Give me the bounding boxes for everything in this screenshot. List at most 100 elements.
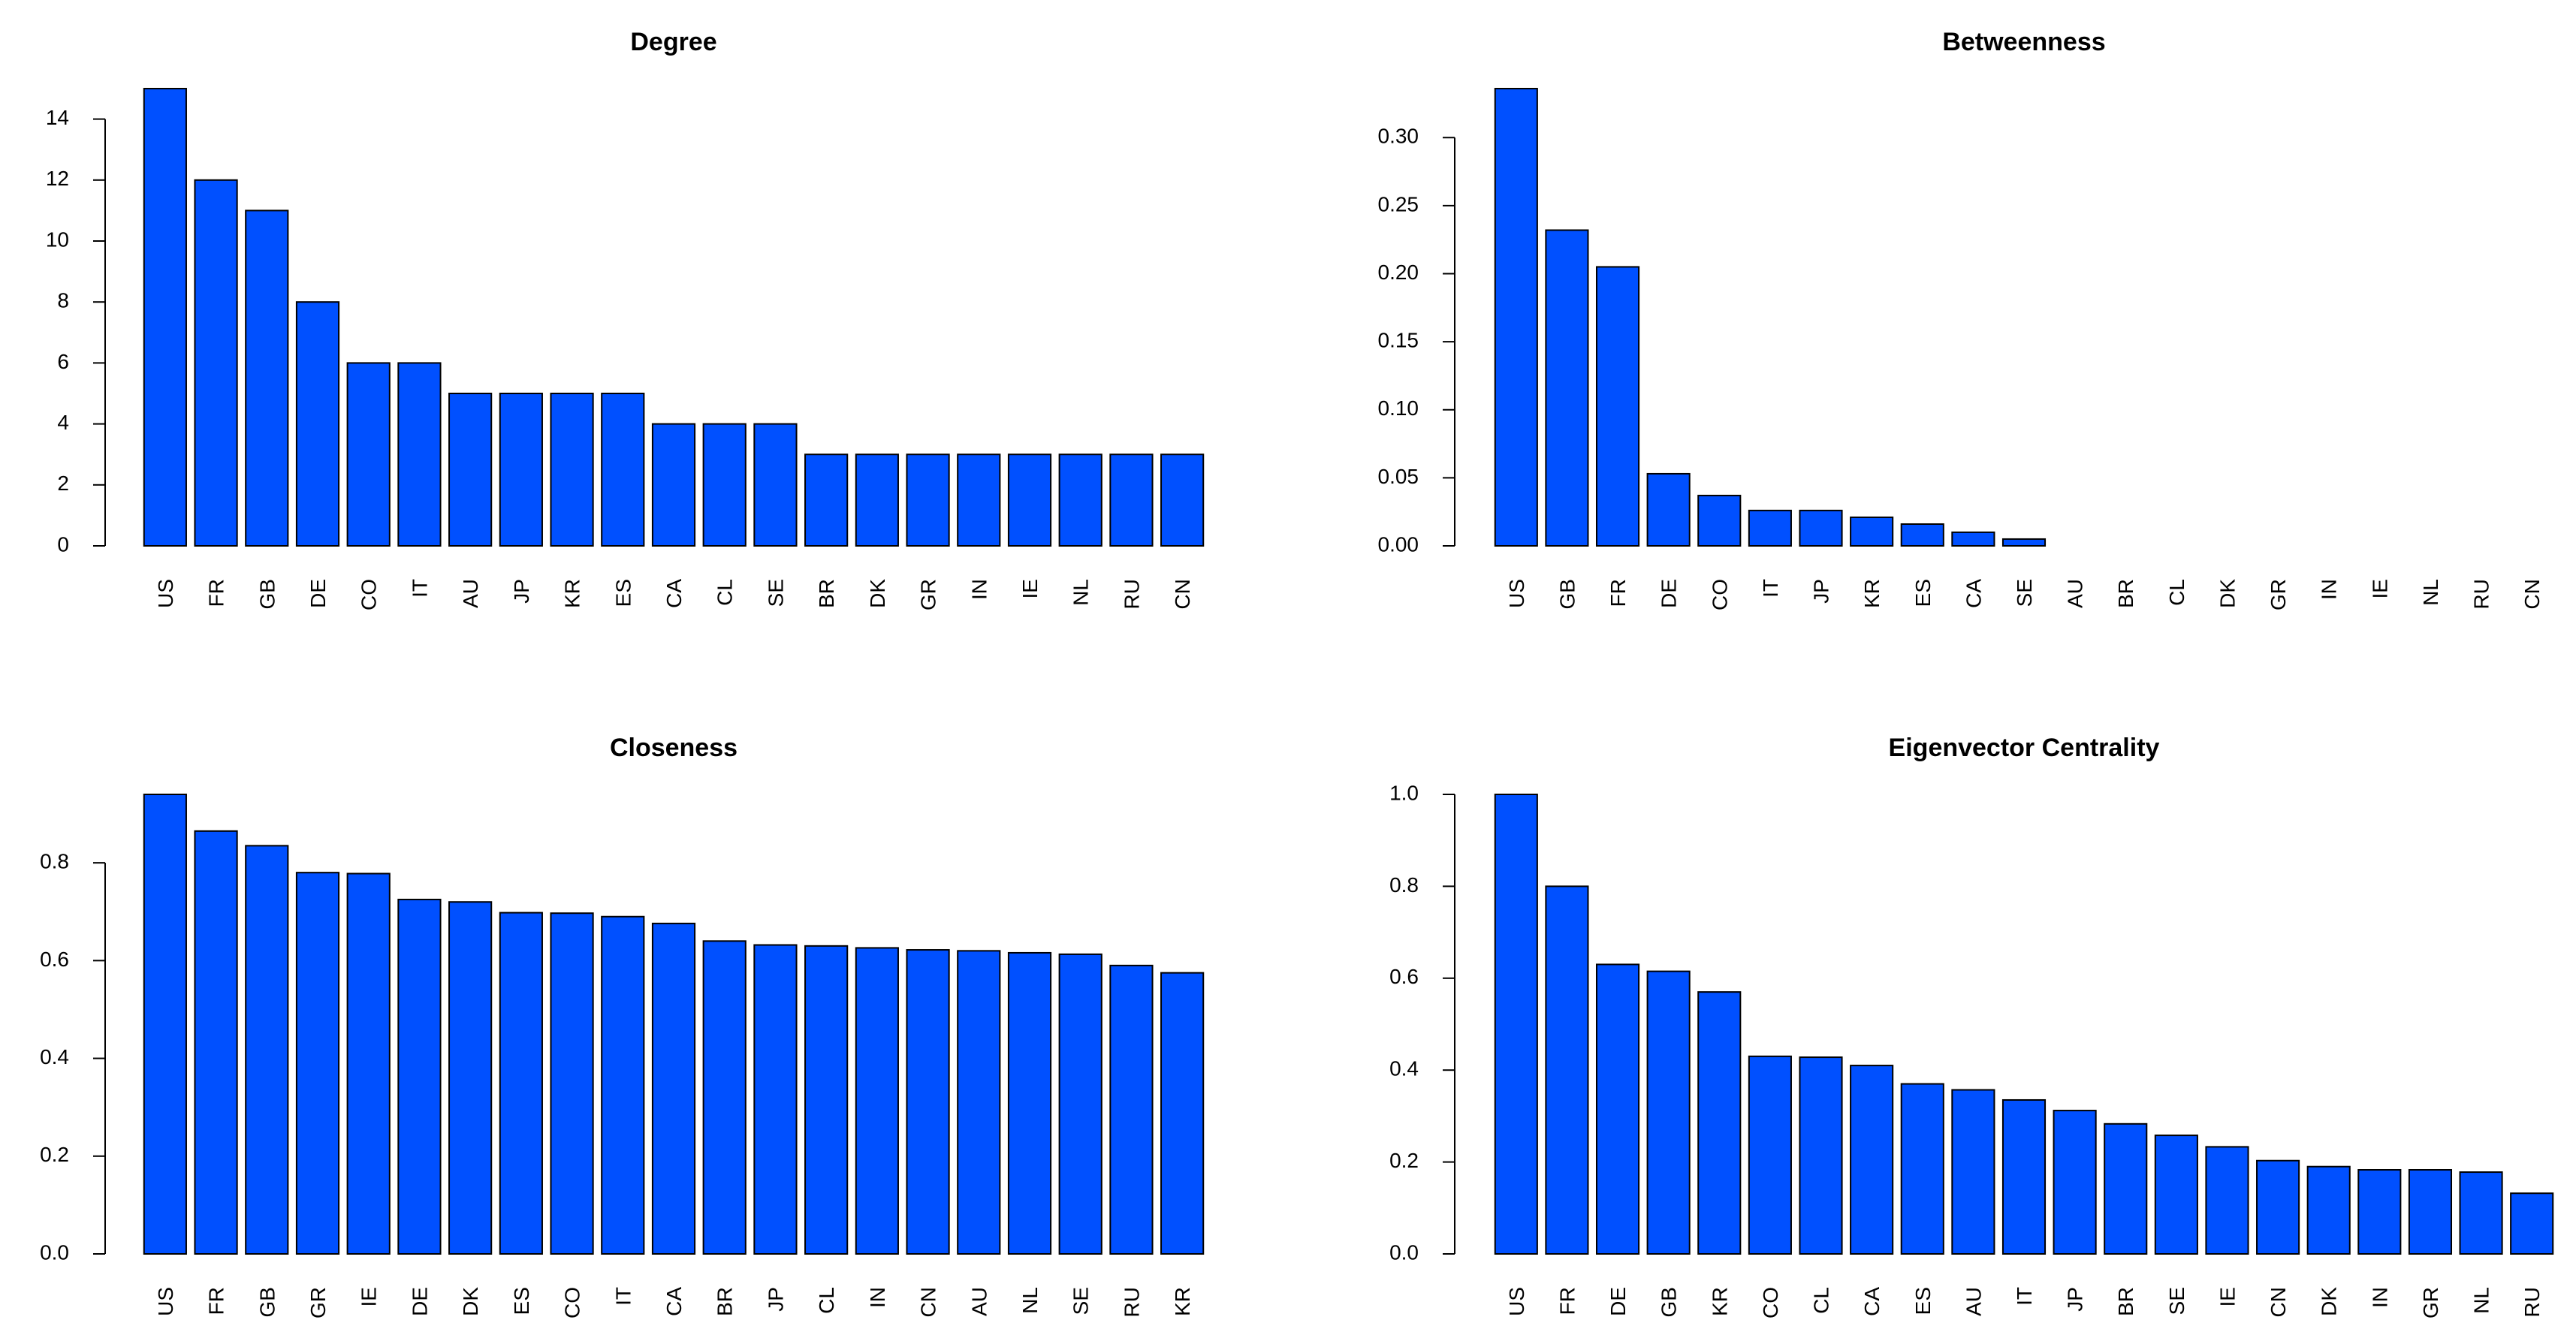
eigenvector-centrality-category-label: CA (1860, 1287, 1884, 1316)
betweenness-bar-it (1748, 509, 1792, 547)
eigenvector-centrality-category-label: IN (2368, 1287, 2391, 1308)
degree-category-label: FR (205, 579, 228, 607)
degree-category-label: GB (255, 579, 279, 609)
degree-bar-kr (550, 393, 594, 547)
eigenvector-centrality-y-tick-label: 0.0 (1389, 1240, 1419, 1264)
degree-bar-fr (194, 179, 238, 547)
eigenvector-centrality-bar-it (2001, 1098, 2047, 1255)
closeness-category-label: ES (510, 1287, 533, 1315)
betweenness-bar-es (1900, 523, 1944, 547)
closeness-title: Closeness (610, 734, 738, 762)
degree-bar-jp (499, 393, 543, 547)
eigenvector-centrality-category-label: KR (1708, 1287, 1731, 1316)
closeness-y-tick-label: 0.0 (40, 1240, 69, 1264)
closeness-category-label: KR (1171, 1287, 1194, 1316)
closeness-bar-us (143, 794, 187, 1255)
closeness-category-label: JP (764, 1287, 787, 1312)
betweenness-y-tick-label: 0.10 (1378, 396, 1419, 420)
eigenvector-centrality-title: Eigenvector Centrality (1889, 734, 2160, 762)
degree-bar-gb (245, 209, 289, 547)
closeness-category-label: DK (459, 1287, 482, 1316)
eigenvector-centrality-category-label: US (1505, 1287, 1528, 1316)
degree-category-label: CO (357, 579, 381, 610)
degree-y-tick-label: 2 (57, 472, 69, 495)
betweenness-category-label: SE (2013, 579, 2036, 607)
eigenvector-centrality-bar-br (2104, 1123, 2148, 1255)
eigenvector-centrality-y-tick-label: 0.2 (1389, 1149, 1419, 1172)
eigenvector-centrality-y-tick-label: 1.0 (1389, 781, 1419, 804)
closeness-category-label: CA (662, 1287, 686, 1316)
degree-category-label: ES (611, 579, 635, 607)
closeness-bar-gr (295, 872, 340, 1255)
betweenness-y-tick-label: 0.30 (1378, 125, 1419, 148)
betweenness-title: Betweenness (1942, 28, 2105, 56)
closeness-category-label: GB (255, 1287, 279, 1317)
betweenness-category-label: CL (2165, 579, 2188, 606)
closeness-category-label: GR (306, 1287, 330, 1318)
degree-category-label: IN (967, 579, 991, 600)
closeness-y-tick-label: 0.6 (40, 948, 69, 971)
degree-category-label: KR (561, 579, 584, 608)
degree-category-label: IT (408, 579, 431, 598)
degree-category-label: DK (866, 579, 889, 608)
closeness-category-label: FR (205, 1287, 228, 1315)
degree-y-tick-label: 14 (46, 106, 69, 129)
betweenness-category-label: GB (1555, 579, 1579, 609)
closeness-bar-jp (753, 944, 798, 1255)
closeness-category-label: IE (357, 1287, 381, 1306)
degree-category-label: CA (662, 579, 686, 608)
degree-y-tick-label: 4 (57, 411, 69, 434)
eigenvector-centrality-bar-gb (1646, 970, 1691, 1255)
degree-category-label: DE (306, 579, 330, 608)
eigenvector-centrality-category-label: CN (2267, 1287, 2290, 1317)
degree-bar-dk (855, 454, 899, 547)
closeness-category-label: CL (815, 1287, 838, 1314)
closeness-category-label: AU (967, 1287, 991, 1316)
betweenness-y-tick-label: 0.15 (1378, 329, 1419, 352)
betweenness-category-label: FR (1606, 579, 1630, 607)
betweenness-category-label: KR (1860, 579, 1884, 608)
degree-title: Degree (630, 28, 716, 56)
degree-y-tick-label: 8 (57, 289, 69, 312)
degree-bar-gr (906, 454, 950, 547)
eigenvector-centrality-bar-fr (1545, 885, 1589, 1255)
betweenness-bar-jp (1799, 509, 1843, 547)
degree-bar-es (601, 393, 645, 547)
betweenness-category-label: IE (2368, 579, 2391, 598)
degree-category-label: SE (764, 579, 787, 607)
closeness-bar-nl (1007, 951, 1052, 1255)
degree-bar-nl (1058, 454, 1102, 547)
eigenvector-centrality-category-label: CL (1810, 1287, 1833, 1314)
betweenness-category-label: CO (1708, 579, 1731, 610)
closeness-bar-in (855, 947, 899, 1255)
eigenvector-centrality-category-label: IT (2013, 1287, 2036, 1306)
betweenness-category-label: JP (1810, 579, 1833, 604)
betweenness-category-label: CA (1962, 579, 1985, 608)
degree-category-label: AU (459, 579, 482, 608)
betweenness-y-tick-label: 0.05 (1378, 465, 1419, 488)
closeness-category-label: SE (1069, 1287, 1093, 1315)
betweenness-category-label: IT (1759, 579, 1782, 598)
eigenvector-centrality-category-label: IE (2216, 1287, 2239, 1306)
eigenvector-centrality-bar-au (1951, 1089, 1995, 1255)
closeness-y-tick-label: 0.2 (40, 1143, 69, 1166)
closeness-category-label: IT (611, 1287, 635, 1306)
eigenvector-centrality-bar-es (1900, 1083, 1944, 1255)
degree-bar-au (448, 393, 493, 547)
closeness-category-label: IN (866, 1287, 889, 1308)
eigenvector-centrality-category-label: GR (2419, 1287, 2442, 1318)
eigenvector-centrality-bar-ru (2510, 1192, 2554, 1255)
degree-bar-ie (1007, 454, 1052, 547)
degree-category-label: RU (1120, 579, 1143, 609)
eigenvector-centrality-category-label: GB (1658, 1287, 1681, 1317)
betweenness-category-label: US (1505, 579, 1528, 608)
betweenness-category-label: GR (2267, 579, 2290, 610)
closeness-category-label: RU (1120, 1287, 1143, 1317)
betweenness-bar-de (1646, 472, 1691, 547)
eigenvector-centrality-category-label: JP (2064, 1287, 2087, 1312)
degree-y-tick-label: 12 (46, 167, 69, 190)
eigenvector-centrality-category-label: BR (2114, 1287, 2137, 1316)
closeness-bar-kr (1160, 972, 1205, 1255)
closeness-category-label: CN (917, 1287, 940, 1317)
betweenness-category-label: AU (2064, 579, 2087, 608)
